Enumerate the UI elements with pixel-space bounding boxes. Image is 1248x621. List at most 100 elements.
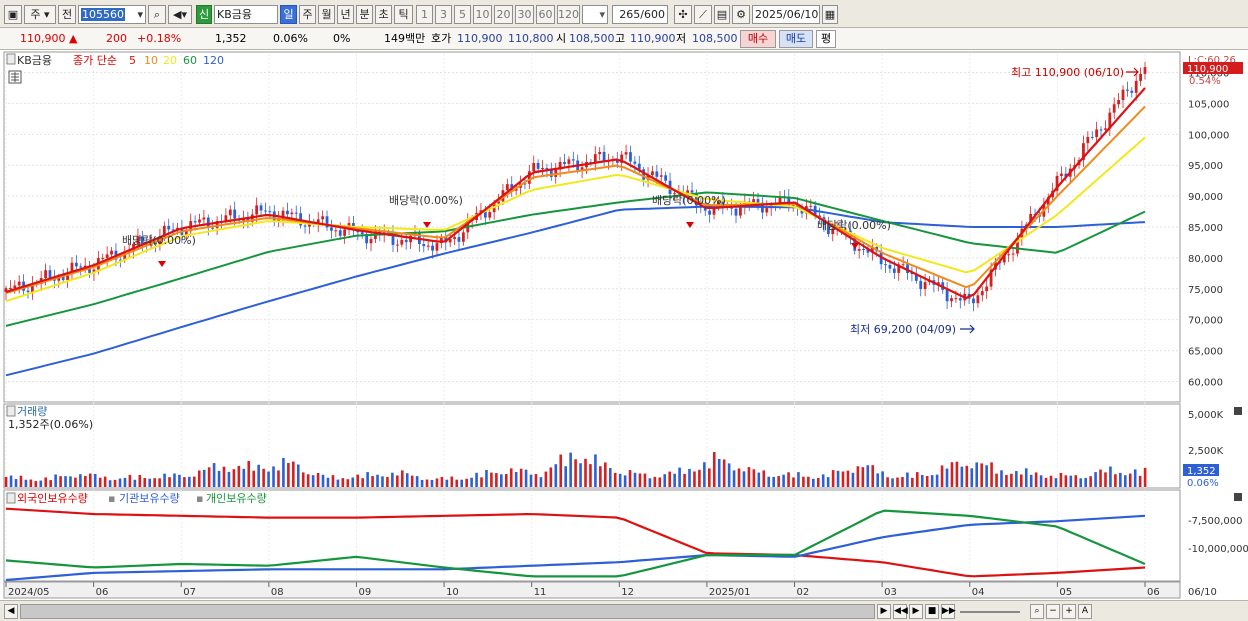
volume-bar [1094,472,1097,487]
volume-bar [975,462,979,487]
candle-body [167,225,171,230]
candle-body [1117,100,1121,105]
period-type-select[interactable]: 주 ▾ [24,5,56,24]
volume-bar [807,476,810,487]
zoom-slider[interactable] [960,611,1020,613]
price-tag [1183,62,1243,74]
volume-bar [826,477,830,487]
date-field[interactable]: 2025/06/10 [752,5,820,24]
volume-bar [916,472,919,487]
interval-1[interactable]: 1 [416,5,433,24]
save-icon[interactable]: ▤ [714,5,730,24]
interval-30[interactable]: 30 [515,5,534,24]
search-icon[interactable]: ⌕ [148,5,166,24]
chart-menu-icon[interactable]: ▣ [4,5,22,24]
code-dropdown-icon[interactable]: ▾ [137,8,143,21]
candle-body [708,210,712,215]
stock-name-field[interactable]: KB금융 [214,5,278,24]
eval-button[interactable]: 평 [816,30,836,48]
holdings-legend-checkbox-icon[interactable] [6,492,16,504]
moving-average-lines [5,87,1146,377]
candle-body [936,282,940,285]
zoom-in-icon[interactable]: + [1062,604,1076,619]
tab-second[interactable]: 초 [375,5,392,24]
tab-minute[interactable]: 분 [356,5,373,24]
zoom-out-icon[interactable]: − [1046,604,1060,619]
prev-button[interactable]: 전 [58,5,76,24]
volume-close-icon[interactable] [1234,407,1242,415]
bid-label: 호가 [431,32,452,45]
volume-bar [207,467,211,487]
tab-week[interactable]: 주 [299,5,316,24]
candle-body [66,273,69,281]
stop-icon[interactable]: ■ [925,604,939,619]
volume-bar [985,465,988,487]
scroll-track[interactable] [20,604,875,619]
candle-body [541,168,544,170]
scroll-start-icon[interactable]: ◀◀ [893,604,908,619]
interval-3[interactable]: 3 [435,5,452,24]
candle-body [127,251,131,253]
open-price: 108,500 [569,32,615,45]
candle-body [321,216,325,220]
text-size-icon[interactable]: A [1078,604,1092,619]
volume-bar [762,470,766,487]
volume-bar [1138,475,1142,487]
ma-legend-prefix: 종가 단순 [73,54,117,67]
interval-10[interactable]: 10 [473,5,492,24]
candle-body [818,215,821,218]
trendline-icon[interactable]: ⟋ [694,5,712,24]
volume-bar [871,465,875,487]
volume-bar [633,472,637,487]
volume-bar [559,454,563,487]
candle-body [923,282,927,290]
calendar-icon[interactable]: ▦ [822,5,838,24]
volume-bar [1143,467,1147,487]
volume-bar [861,467,865,487]
interval-5[interactable]: 5 [454,5,471,24]
interval-60[interactable]: 60 [536,5,555,24]
volume-bar [415,476,419,487]
buy-button[interactable]: 매수 [740,30,776,48]
tab-day[interactable]: 일 [280,5,297,24]
volume-bar [747,467,751,487]
play-icon[interactable]: ▶ [909,604,923,619]
holdings-tick-7.5m: -7,500,000 [1188,516,1243,527]
magnifier-icon[interactable]: ⌕ [1030,604,1044,619]
candle-body [980,291,984,296]
legend-checkbox-icon[interactable] [6,53,16,65]
chart-scrollbar[interactable]: ◀ ▶ ◀◀ ▶ ■ ▶▶ ⌕ − + A [0,600,1248,621]
sell-button[interactable]: 매도 [779,30,813,48]
candle-body [435,243,439,251]
scroll-left-icon[interactable]: ◀ [4,604,18,619]
scroll-right-icon[interactable]: ▶ [877,604,891,619]
x-tick-label: 11 [534,587,547,598]
volume-bar [202,469,206,487]
interval-custom-select[interactable]: ▾ [582,5,608,24]
tab-year[interactable]: 년 [337,5,354,24]
speaker-icon[interactable]: ◀▾ [168,5,192,24]
holdings-close-icon[interactable] [1234,493,1242,501]
volume-bar [524,469,528,487]
crosshair-icon[interactable]: ✣ [674,5,692,24]
chart-canvas[interactable]: 110,000 105,000 100,000 95,000 90,000 85,000 8… [0,50,1248,600]
tab-tick[interactable]: 틱 [394,5,413,24]
gear-icon[interactable]: ⚙ [732,5,750,24]
open-label: 시 [556,32,567,45]
volume-bar [1104,472,1107,487]
stock-code-input[interactable]: 105560 ▾ [78,5,146,24]
interval-20[interactable]: 20 [494,5,513,24]
tab-month[interactable]: 월 [318,5,335,24]
volume-bar [757,472,761,487]
candle-body [593,154,597,163]
candle-body [395,244,399,246]
chart-area[interactable]: 110,000 105,000 100,000 95,000 90,000 85,000 8… [0,50,1248,600]
volume-legend-checkbox-icon[interactable] [6,405,16,417]
candle-body [1108,112,1112,129]
interval-120[interactable]: 120 [557,5,580,24]
candle-body [884,264,887,266]
count-field[interactable]: 265/600 [612,5,668,24]
scroll-end-icon[interactable]: ▶▶ [941,604,956,619]
candle-body [523,183,527,185]
volume-bar [450,476,454,487]
